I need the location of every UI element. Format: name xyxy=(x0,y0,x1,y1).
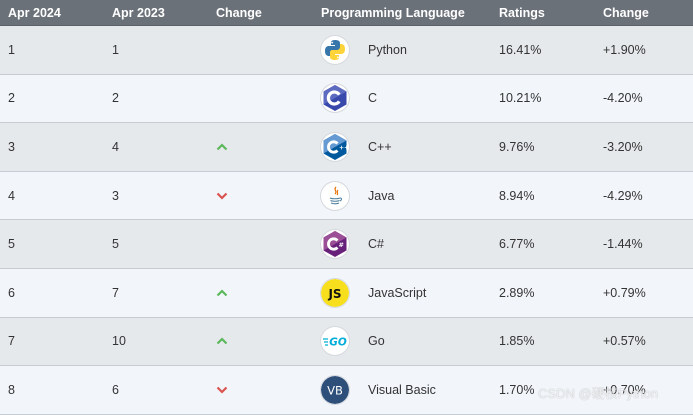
rank-apr-2024: 6 xyxy=(8,285,15,300)
header-apr-2024: Apr 2024 xyxy=(8,5,61,20)
trend-cell xyxy=(216,172,228,220)
trend-up-icon xyxy=(216,143,228,151)
rank-apr-2023: 3 xyxy=(112,188,119,203)
rating-change: -3.20% xyxy=(603,139,643,154)
rank-apr-2023: 5 xyxy=(112,237,119,252)
rating-change: -1.44% xyxy=(603,237,643,252)
rating-change: +1.90% xyxy=(603,42,646,57)
rating-change: +0.70% xyxy=(603,382,646,397)
language-name: Java xyxy=(368,188,395,203)
rank-apr-2023: 7 xyxy=(112,285,119,300)
table-body: 1 1 Python 16.41% +1.90% 2 2 C 10.21% -4.20% 3 4 ++ C… xyxy=(0,26,693,415)
rating-change: -4.29% xyxy=(603,188,643,203)
language-name: C xyxy=(368,91,378,106)
rank-apr-2023: 2 xyxy=(112,91,119,106)
header-ratings: Ratings xyxy=(499,5,545,20)
visual-basic-logo-icon: VB xyxy=(321,375,349,404)
c-logo-icon xyxy=(321,84,349,113)
rating-value: 1.85% xyxy=(499,334,535,349)
language-icon-cell: GO xyxy=(321,318,349,366)
rank-apr-2024: 1 xyxy=(8,42,15,57)
header-change: Change xyxy=(216,5,262,20)
rank-apr-2023: 10 xyxy=(112,334,126,349)
java-logo-icon xyxy=(321,181,349,210)
language-name: Visual Basic xyxy=(368,382,436,397)
trend-cell xyxy=(216,318,228,366)
rank-apr-2023: 4 xyxy=(112,139,119,154)
trend-down-icon xyxy=(216,192,228,200)
language-icon-cell: VB xyxy=(321,366,349,414)
header-apr-2023: Apr 2023 xyxy=(112,5,165,20)
trend-up-icon xyxy=(216,337,228,345)
table-row: 4 3 Java 8.94% -4.29% xyxy=(0,171,693,221)
svg-text:++: ++ xyxy=(339,144,349,151)
language-name: Python xyxy=(368,42,407,57)
rank-apr-2024: 4 xyxy=(8,188,15,203)
header-change-percent: Change xyxy=(603,5,649,20)
table-row: 1 1 Python 16.41% +1.90% xyxy=(0,26,693,75)
language-icon-cell: ++ xyxy=(321,123,349,171)
svg-text:JS: JS xyxy=(327,287,341,301)
rating-value: 9.76% xyxy=(499,139,535,154)
rating-change: +0.57% xyxy=(603,334,646,349)
trend-cell xyxy=(216,123,228,171)
cpp-logo-icon: ++ xyxy=(321,132,349,161)
rank-apr-2024: 5 xyxy=(8,237,15,252)
rating-change: -4.20% xyxy=(603,91,643,106)
language-name: C++ xyxy=(368,139,392,154)
table-row: 5 5 # C# 6.77% -1.44% xyxy=(0,220,693,269)
rank-apr-2023: 6 xyxy=(112,382,119,397)
language-name: C# xyxy=(368,237,384,252)
trend-up-icon xyxy=(216,289,228,297)
javascript-logo-icon: JS xyxy=(321,278,349,307)
rank-apr-2024: 3 xyxy=(8,139,15,154)
rating-value: 6.77% xyxy=(499,237,535,252)
svg-text:GO: GO xyxy=(329,337,347,349)
rank-apr-2024: 7 xyxy=(8,334,15,349)
go-logo-icon: GO xyxy=(321,327,349,356)
rating-value: 2.89% xyxy=(499,285,535,300)
table-row: 7 10 GO Go 1.85% +0.57% xyxy=(0,317,693,367)
trend-cell xyxy=(216,269,228,317)
language-name: Go xyxy=(368,334,385,349)
language-icon-cell: # xyxy=(321,220,349,268)
csharp-logo-icon: # xyxy=(321,230,349,259)
python-logo-icon xyxy=(321,35,349,64)
rank-apr-2023: 1 xyxy=(112,42,119,57)
watermark: CSDN @硬核Python xyxy=(538,386,659,401)
svg-text:#: # xyxy=(339,241,344,249)
rating-value: 1.70% xyxy=(499,382,535,397)
svg-text:VB: VB xyxy=(327,383,343,397)
language-icon-cell xyxy=(321,26,349,74)
table-row: 2 2 C 10.21% -4.20% xyxy=(0,74,693,124)
language-icon-cell: JS xyxy=(321,269,349,317)
table-row: 6 7 JS JavaScript 2.89% +0.79% xyxy=(0,268,693,318)
header-programming-language: Programming Language xyxy=(321,5,465,20)
table-header: Apr 2024 Apr 2023 Change Programming Lan… xyxy=(0,0,693,26)
rank-apr-2024: 2 xyxy=(8,91,15,106)
trend-down-icon xyxy=(216,386,228,394)
language-icon-cell xyxy=(321,75,349,123)
language-name: JavaScript xyxy=(368,285,427,300)
rating-value: 16.41% xyxy=(499,42,542,57)
trend-cell xyxy=(216,366,228,414)
rating-value: 8.94% xyxy=(499,188,535,203)
rating-value: 10.21% xyxy=(499,91,542,106)
table-row: 3 4 ++ C++ 9.76% -3.20% xyxy=(0,123,693,172)
rank-apr-2024: 8 xyxy=(8,382,15,397)
rating-change: +0.79% xyxy=(603,285,646,300)
language-icon-cell xyxy=(321,172,349,220)
